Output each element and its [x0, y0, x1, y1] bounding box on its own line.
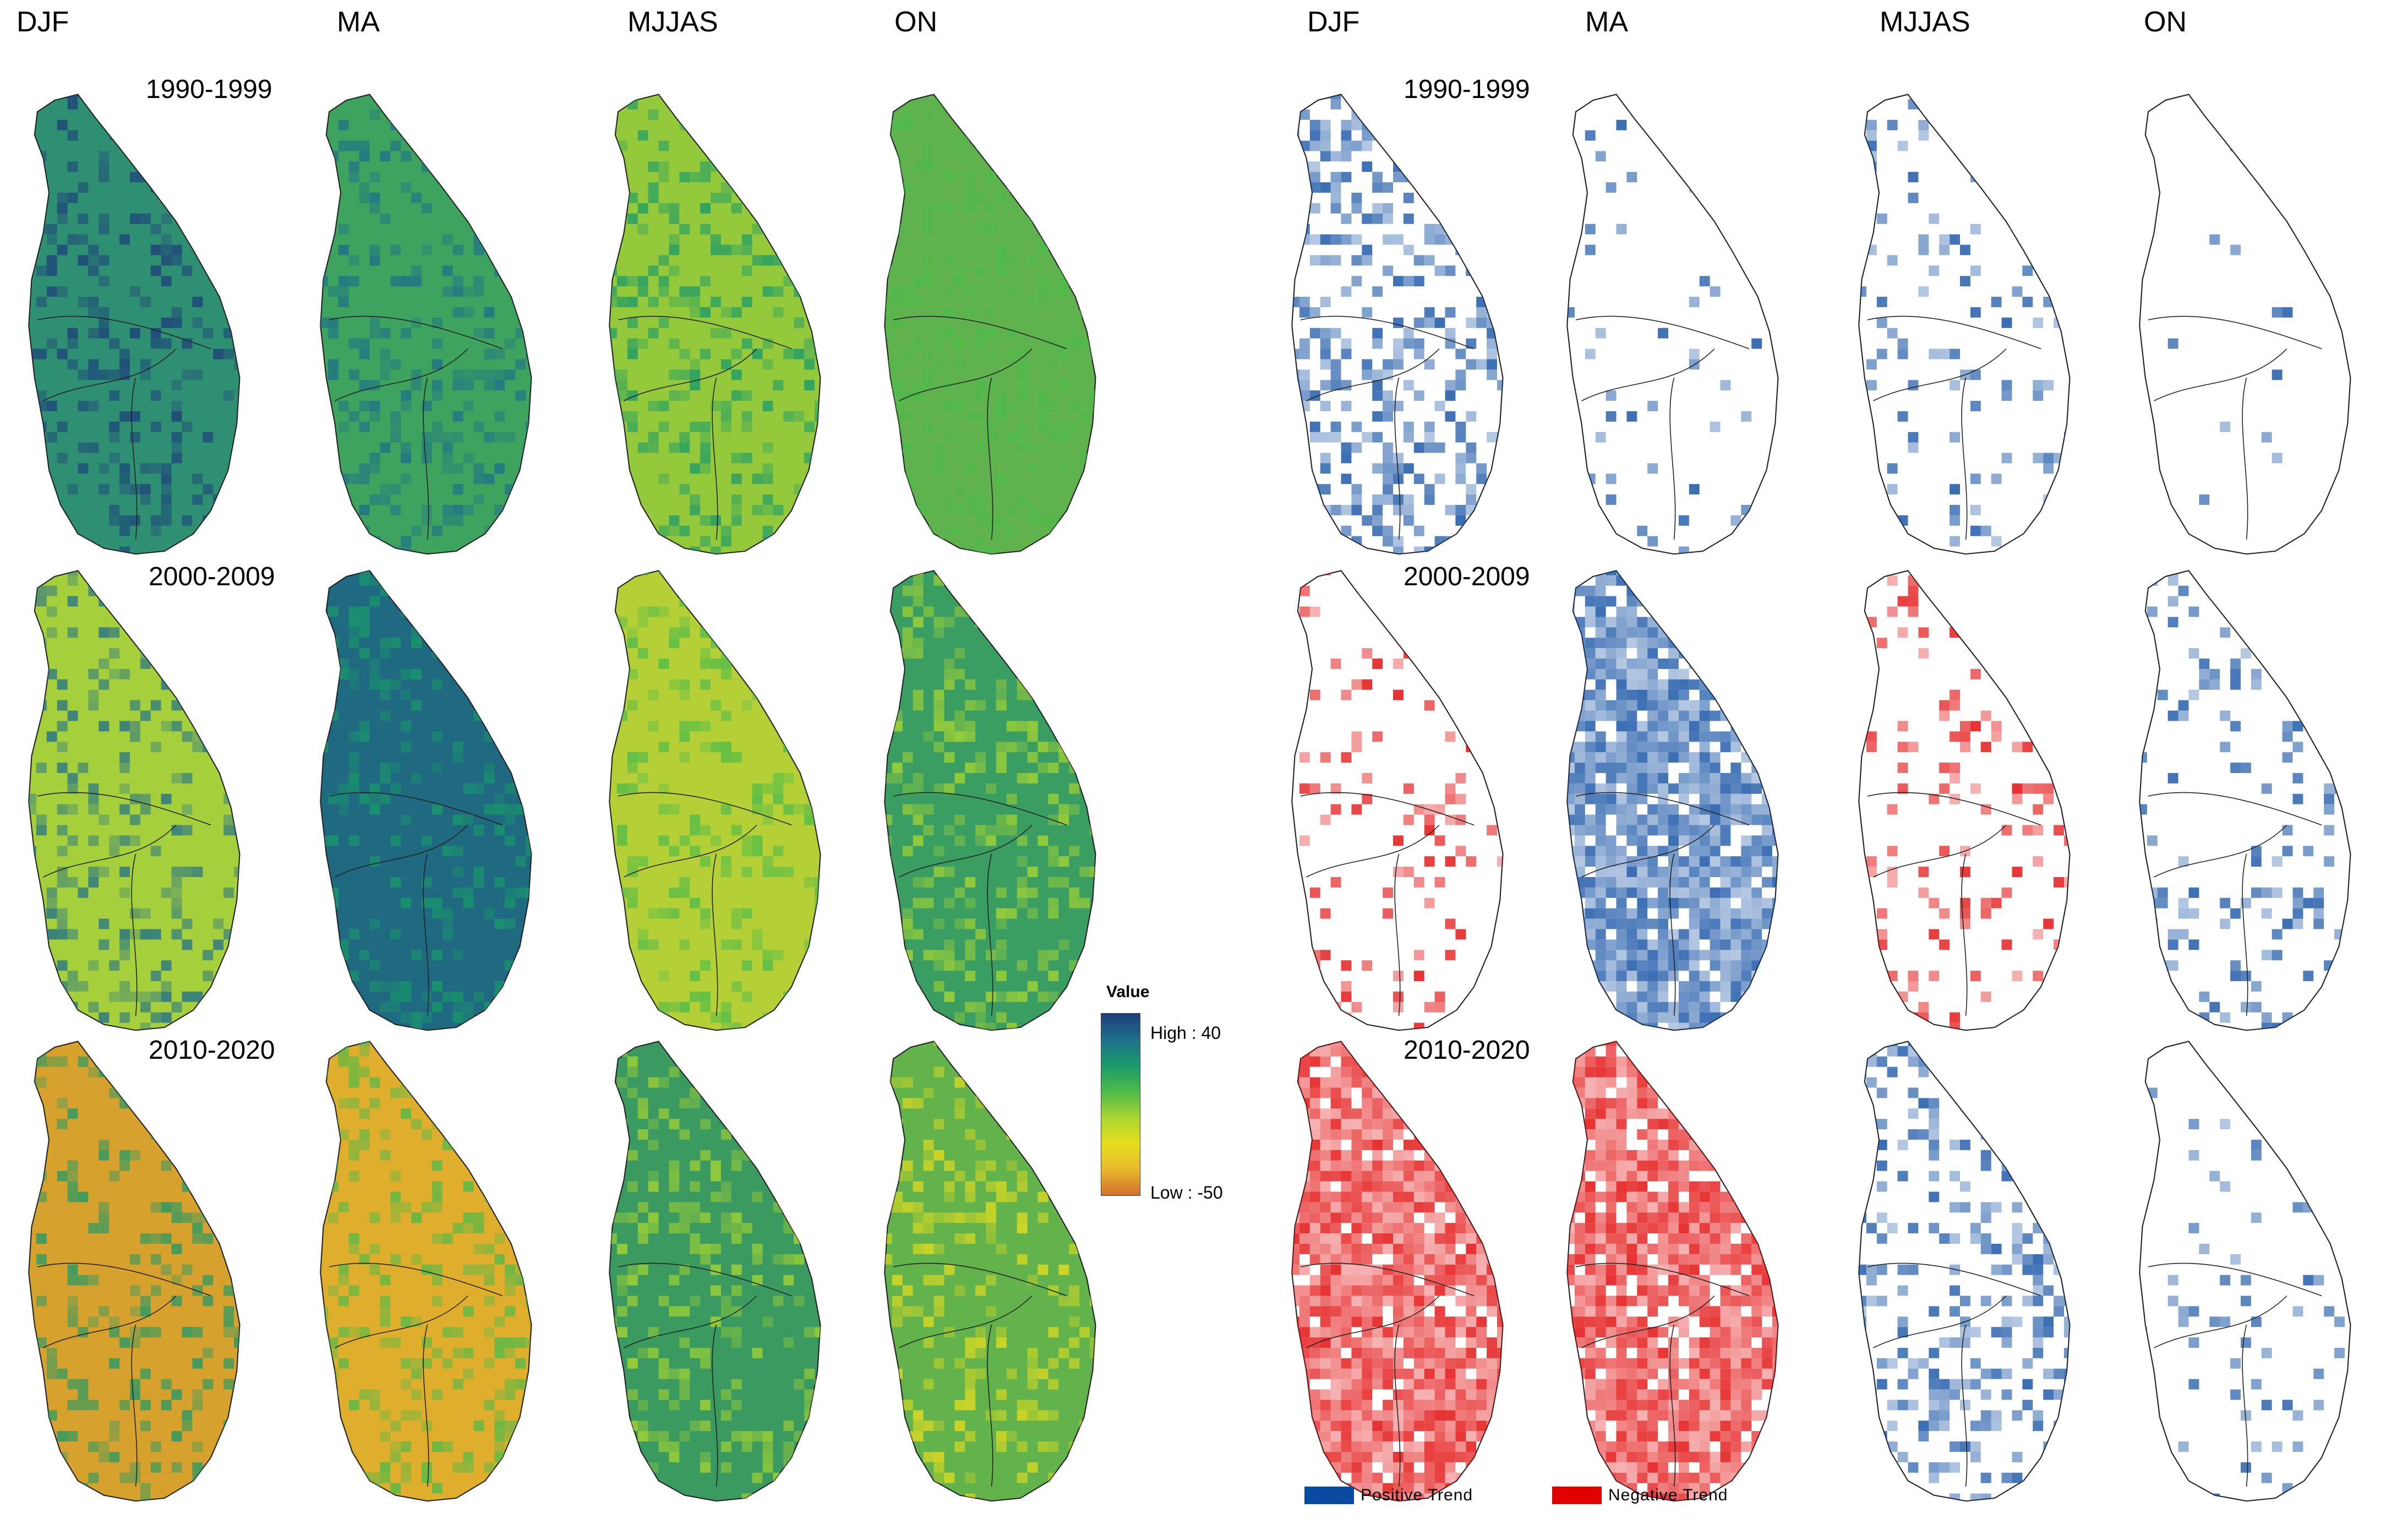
season-label-left-on: ON	[894, 6, 937, 38]
trend-map-ma-1	[1566, 570, 1779, 1031]
province-boundaries	[1300, 1262, 1475, 1487]
trend-map-mjjas-2	[1858, 1041, 2071, 1502]
value-map-mjjas-0	[609, 94, 821, 555]
province-boundaries	[1300, 315, 1475, 540]
trend-map-on-1	[2139, 570, 2351, 1031]
province-boundaries	[618, 315, 792, 540]
trend-map-mjjas-1	[1858, 570, 2071, 1031]
period-label-right-2000: 2000-2009	[1404, 562, 1530, 591]
legend-low-label: Low : -50	[1150, 1183, 1223, 1202]
value-map-mjjas-2	[609, 1041, 821, 1502]
pixel-cells	[1567, 1041, 1778, 1501]
province-boundaries	[2148, 315, 2322, 540]
period-label-left-1990: 1990-1999	[146, 75, 272, 104]
season-label-right-ma: MA	[1585, 6, 1628, 38]
trend-map-ma-2	[1566, 1041, 1779, 1502]
province-boundaries	[893, 792, 1067, 1016]
value-map-ma-1	[320, 570, 532, 1031]
legend-high-label: High : 40	[1150, 1023, 1221, 1043]
province-boundaries	[1867, 1262, 2041, 1487]
province-boundaries	[329, 1262, 503, 1487]
positive-trend-key: Positive Trend	[1304, 1486, 1473, 1504]
period-label-right-2010: 2010-2020	[1404, 1036, 1530, 1065]
province-boundaries	[1867, 792, 2041, 1016]
value-map-ma-2	[320, 1041, 532, 1502]
value-map-mjjas-1	[609, 570, 821, 1031]
negative-trend-key: Negative Trend	[1552, 1486, 1728, 1504]
trend-map-ma-0	[1566, 94, 1779, 555]
trend-map-djf-2	[1291, 1041, 1504, 1502]
value-map-ma-0	[320, 94, 532, 555]
trend-map-on-2	[2139, 1041, 2351, 1502]
trend-map-djf-1	[1291, 570, 1504, 1031]
trend-map-mjjas-0	[1858, 94, 2071, 555]
value-map-djf-1	[28, 570, 241, 1031]
province-boundaries	[37, 792, 211, 1016]
province-boundaries	[1300, 792, 1475, 1016]
value-map-on-0	[884, 94, 1096, 555]
season-label-left-mjjas: MJJAS	[627, 6, 718, 38]
province-boundaries	[2148, 792, 2322, 1016]
pixel-cells	[1859, 1041, 2070, 1501]
period-label-left-2010: 2010-2020	[149, 1036, 275, 1065]
province-boundaries	[329, 315, 503, 540]
province-boundaries	[329, 792, 503, 1016]
province-boundaries	[37, 315, 211, 540]
pixel-cells	[609, 570, 821, 1031]
province-boundaries	[618, 792, 792, 1016]
trend-map-djf-0	[1291, 94, 1504, 555]
negative-trend-label: Negative Trend	[1608, 1486, 1728, 1504]
period-label-right-1990: 1990-1999	[1404, 75, 1530, 104]
value-map-djf-0	[28, 94, 241, 555]
legend-title: Value	[1106, 983, 1150, 1001]
province-boundaries	[618, 1262, 792, 1487]
positive-trend-swatch	[1304, 1487, 1354, 1504]
trend-map-on-0	[2139, 94, 2351, 555]
province-boundaries	[37, 1262, 211, 1487]
season-label-left-djf: DJF	[17, 6, 69, 38]
period-label-left-2000: 2000-2009	[149, 562, 275, 591]
pixel-cells	[1292, 570, 1503, 1031]
legend-color-bar	[1101, 1013, 1140, 1196]
value-map-djf-2	[28, 1041, 241, 1502]
negative-trend-swatch	[1552, 1487, 1602, 1504]
value-map-on-2	[884, 1041, 1096, 1502]
province-boundaries	[1575, 1262, 1750, 1487]
season-label-left-ma: MA	[337, 6, 380, 38]
province-boundaries	[893, 1262, 1067, 1487]
season-label-right-on: ON	[2144, 6, 2187, 38]
province-boundaries	[1575, 315, 1750, 540]
season-label-right-djf: DJF	[1307, 6, 1360, 38]
season-label-right-mjjas: MJJAS	[1880, 6, 1970, 38]
province-boundaries	[2148, 1262, 2322, 1487]
province-boundaries	[1867, 315, 2041, 540]
positive-trend-label: Positive Trend	[1361, 1486, 1473, 1504]
value-map-on-1	[884, 570, 1096, 1031]
province-boundaries	[1575, 792, 1750, 1016]
province-boundaries	[893, 315, 1067, 540]
